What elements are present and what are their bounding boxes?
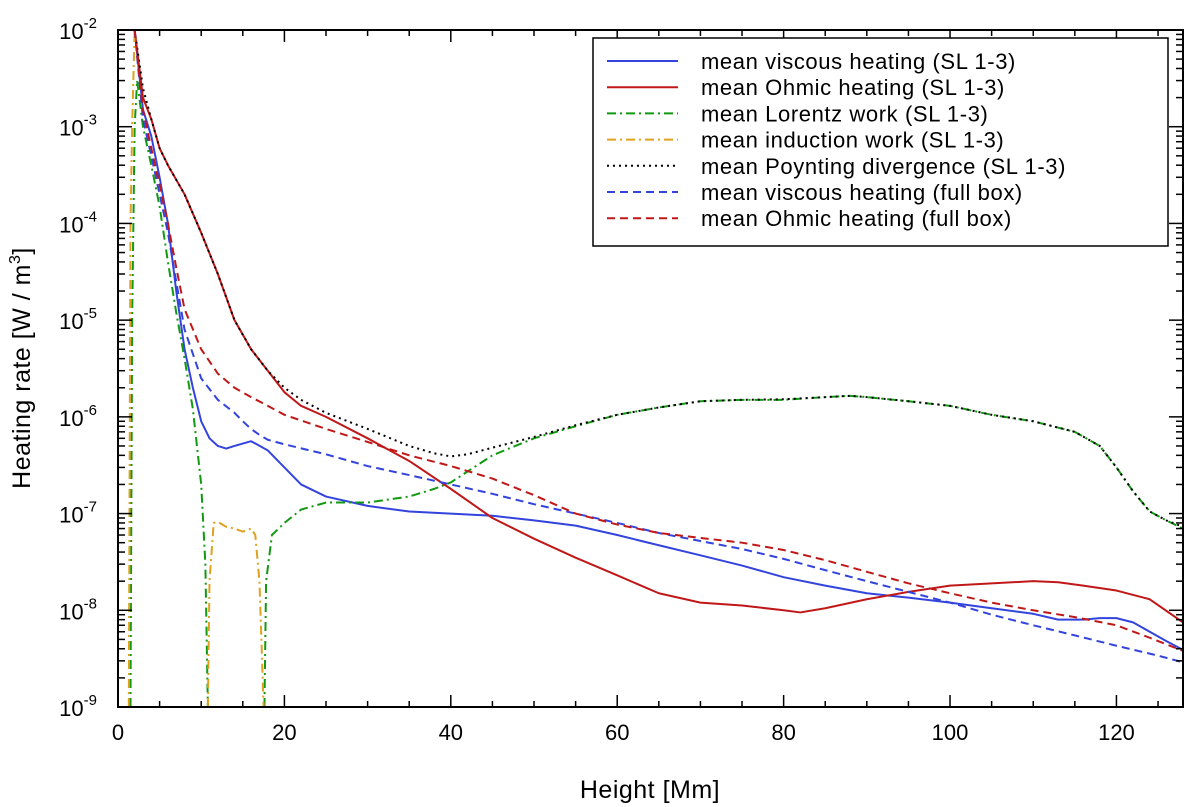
legend-label-mean-poynting-divergence-sl-1-3: mean Poynting divergence (SL 1-3) [701,154,1066,179]
y-tick-label: 10-2 [59,15,97,44]
y-axis-label-main: Heating rate [W / m [8,264,36,489]
x-tick-label: 40 [439,720,463,745]
x-tick-label: 80 [771,720,795,745]
legend: mean viscous heating (SL 1-3)mean Ohmic … [592,37,1169,247]
y-axis-label: Heating rate [W / m3] [7,247,36,489]
series-line-mean-ohmic-heating-sl-1-3 [133,30,1183,624]
series-line-mean-lorentz-work-sl-1-3 [129,79,209,707]
series-line-mean-induction-work-sl-1-3 [127,30,136,707]
x-axis-label: Height [Mm] [580,776,720,804]
legend-label-mean-lorentz-work-sl-1-3: mean Lorentz work (SL 1-3) [701,101,988,126]
y-tick-label: 10-4 [59,208,97,237]
series-line-induction-segment-2 [206,520,265,707]
y-tick-label: 10-9 [59,692,97,721]
series-line-mean-viscous-heating-full-box [133,30,1183,664]
series-line-mean-ohmic-heating-full-box [133,30,1183,652]
series-line-lorentz-segment-2 [263,394,1183,707]
series-line-mean-poynting-divergence-sl-1-3 [133,30,1183,528]
x-tick-label: 20 [272,720,296,745]
legend-label-mean-viscous-heating-sl-1-3: mean viscous heating (SL 1-3) [701,49,1016,74]
legend-box [592,37,1169,247]
series-line-mean-viscous-heating-sl-1-3 [133,30,1183,651]
y-tick-label: 10-5 [59,305,97,334]
plot-frame [117,29,1184,708]
y-tick-label: 10-7 [59,499,97,528]
legend-label-mean-induction-work-sl-1-3: mean induction work (SL 1-3) [701,128,1004,153]
tick-labels: 0 20 40 60 80 100 120 10-9 10-8 10-7 10-6 10-5 10-4 1… [59,15,1135,745]
series-layer [127,30,1183,707]
y-tick-label: 10-6 [59,402,97,431]
x-tick-label: 100 [932,720,969,745]
x-tick-label: 120 [1098,720,1135,745]
y-tick-label: 10-8 [59,595,97,624]
legend-label-mean-ohmic-heating-full-box: mean Ohmic heating (full box) [701,206,1012,231]
x-tick-label: 60 [605,720,629,745]
x-tick-label: 0 [112,720,124,745]
legend-label-mean-ohmic-heating-sl-1-3: mean Ohmic heating (SL 1-3) [701,75,1005,100]
y-axis-label-sup: 3 [7,255,24,264]
legend-label-mean-viscous-heating-full-box: mean viscous heating (full box) [701,180,1023,205]
y-axis-label-close: ] [8,247,36,254]
y-tick-label: 10-3 [59,112,97,141]
